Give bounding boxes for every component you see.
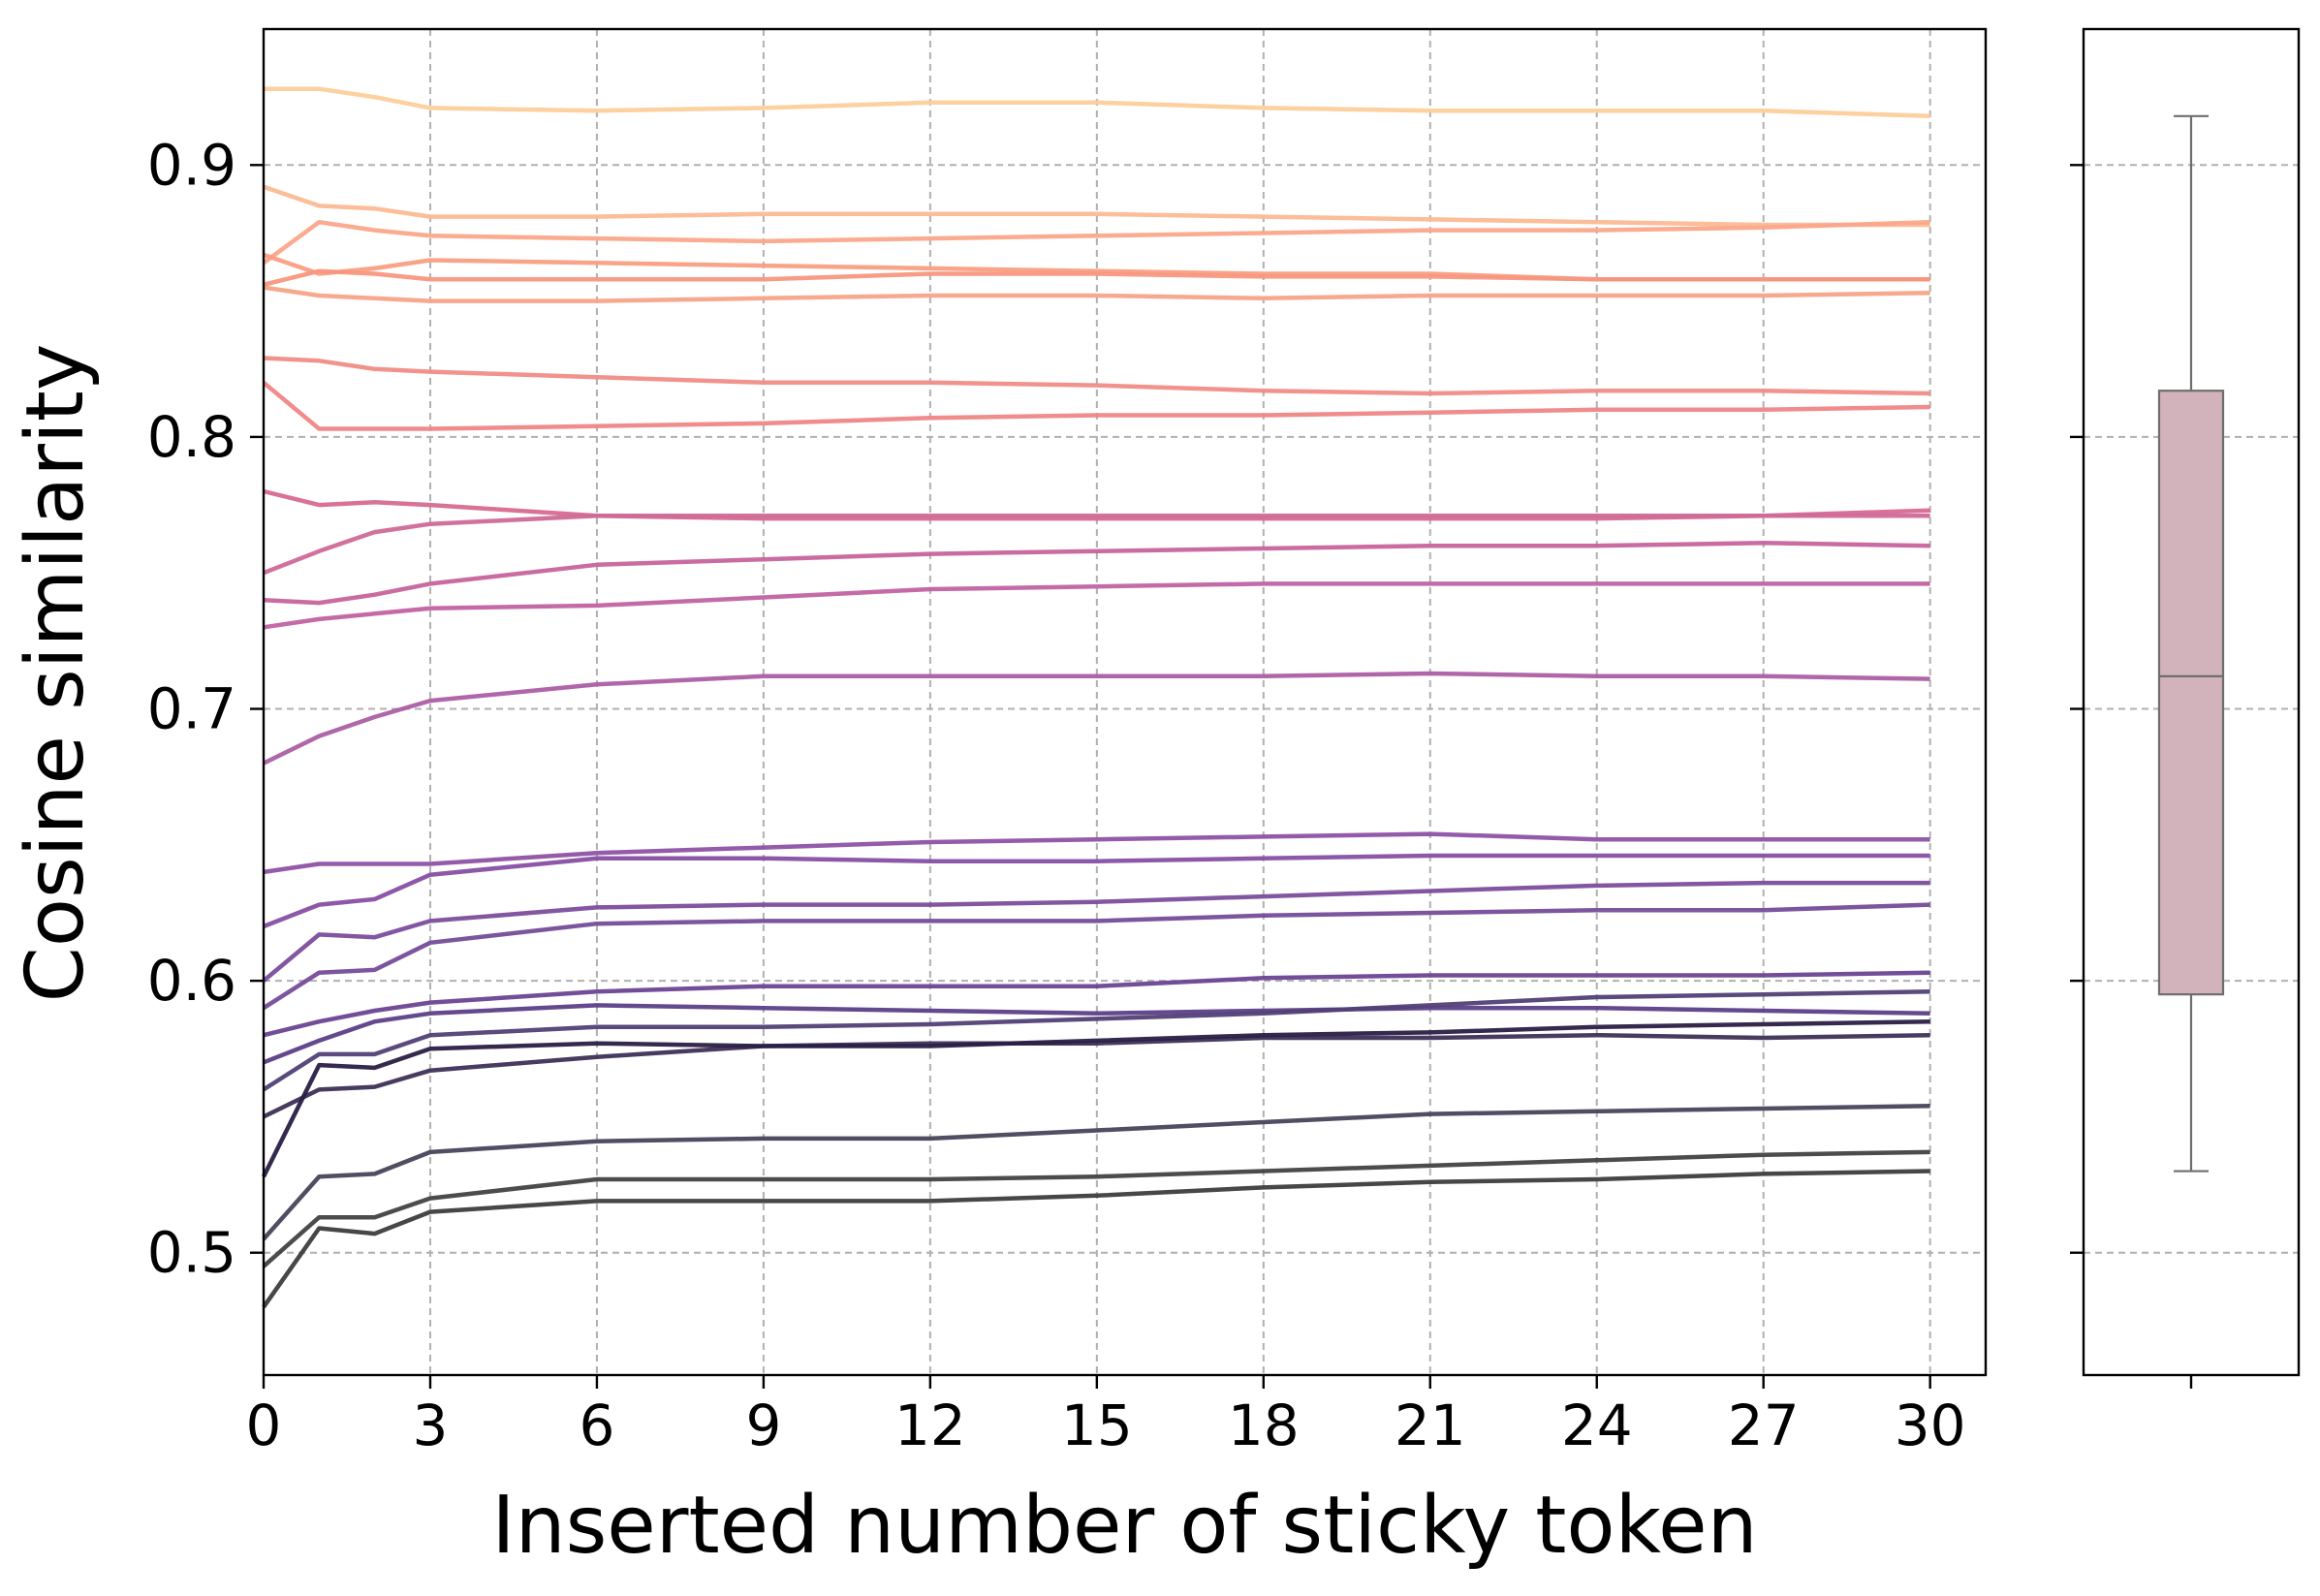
x-axis-label: Inserted number of sticky token bbox=[491, 1480, 1757, 1572]
series-line bbox=[262, 902, 1930, 1011]
y-axis-label: Cosine similarity bbox=[10, 344, 102, 1003]
x-tick-label: 6 bbox=[579, 1393, 614, 1458]
x-tick-label: 27 bbox=[1728, 1393, 1800, 1458]
x-tick-label: 9 bbox=[745, 1393, 781, 1458]
series-line bbox=[262, 1169, 1930, 1309]
series-line bbox=[263, 671, 1930, 766]
series-line bbox=[262, 1149, 1930, 1268]
x-tick-label: 0 bbox=[246, 1393, 282, 1458]
y-tick-label: 0.6 bbox=[147, 948, 236, 1014]
box-plot-panel bbox=[2070, 27, 2301, 1389]
series-line bbox=[263, 356, 1930, 396]
x-tick-label: 15 bbox=[1061, 1393, 1133, 1458]
series-line bbox=[262, 880, 1930, 983]
main-plot-frame bbox=[262, 27, 1988, 1377]
series-line bbox=[263, 1032, 1930, 1119]
line-plot-panel: 0 3 6 9 12 15 18 21 24 27 30 0.5 0.6 0.7 0.8 0.9 Inser… bbox=[10, 27, 1988, 1572]
y-axis-ticks: 0.5 0.6 0.7 0.8 0.9 bbox=[147, 132, 264, 1286]
box-axis-ticks bbox=[2070, 164, 2193, 1389]
x-tick-label: 12 bbox=[894, 1393, 966, 1458]
series-line bbox=[263, 514, 1930, 576]
y-tick-label: 0.8 bbox=[147, 404, 236, 470]
x-tick-label: 24 bbox=[1561, 1393, 1633, 1458]
box-iqr bbox=[2157, 390, 2225, 996]
series-line bbox=[261, 1018, 1930, 1178]
series-line bbox=[262, 1103, 1930, 1241]
x-tick-label: 3 bbox=[413, 1393, 449, 1458]
box-plot-marks bbox=[2157, 114, 2225, 1173]
series-line bbox=[264, 86, 1930, 119]
series-line bbox=[263, 184, 1930, 228]
series-line bbox=[263, 268, 1930, 287]
y-tick-label: 0.9 bbox=[147, 132, 236, 198]
series-line bbox=[263, 853, 1930, 929]
x-tick-label: 30 bbox=[1895, 1393, 1966, 1458]
series-line bbox=[263, 285, 1930, 303]
x-tick-label: 21 bbox=[1395, 1393, 1466, 1458]
series-line bbox=[263, 831, 1930, 875]
x-axis-ticks: 0 3 6 9 12 15 18 21 24 27 30 bbox=[246, 1375, 1966, 1458]
series-lines bbox=[261, 86, 1930, 1309]
y-tick-label: 0.5 bbox=[147, 1220, 236, 1286]
series-line bbox=[262, 989, 1930, 1092]
series-line bbox=[263, 1003, 1930, 1065]
x-tick-label: 18 bbox=[1228, 1393, 1300, 1458]
series-line bbox=[263, 970, 1930, 1038]
series-line bbox=[263, 488, 1930, 521]
y-tick-label: 0.7 bbox=[147, 676, 236, 742]
series-line bbox=[262, 219, 1930, 266]
series-line bbox=[262, 381, 1930, 431]
series-line bbox=[263, 581, 1930, 630]
series-line bbox=[263, 541, 1930, 606]
